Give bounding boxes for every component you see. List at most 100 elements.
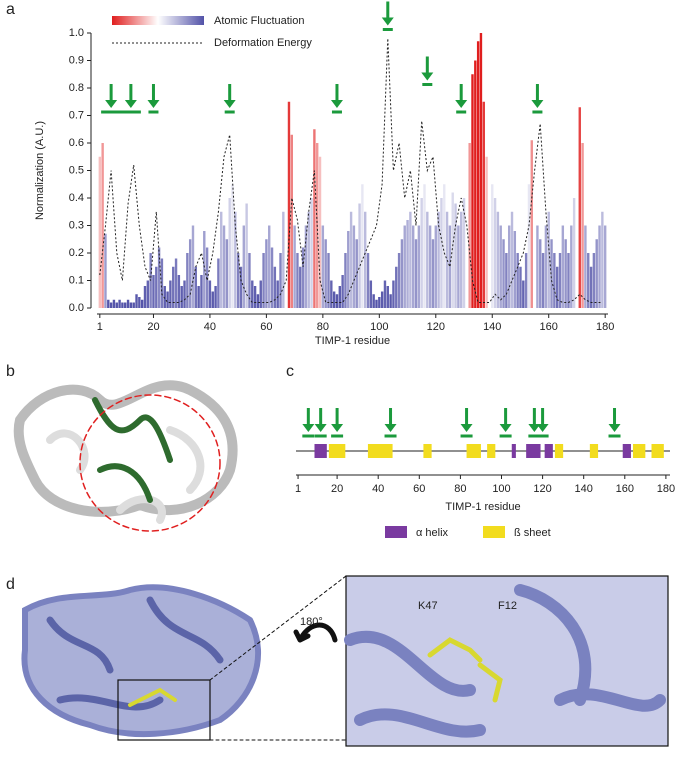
- bar: [180, 286, 183, 308]
- x-tick-label: 160: [540, 321, 558, 333]
- bar: [299, 266, 302, 308]
- x-tick-label: 120: [427, 321, 445, 333]
- bar: [471, 74, 474, 308]
- bar: [361, 184, 364, 308]
- bar: [234, 211, 237, 308]
- marker-arrow: [147, 84, 160, 114]
- bar: [220, 211, 223, 308]
- bar: [327, 253, 330, 308]
- bar: [505, 253, 508, 308]
- bar: [575, 170, 579, 308]
- bar: [558, 253, 562, 308]
- bar: [330, 280, 333, 308]
- bar: [595, 239, 598, 308]
- bar: [411, 225, 415, 308]
- bar: [290, 134, 294, 308]
- bar: [352, 225, 356, 308]
- bar: [440, 198, 443, 308]
- bar: [222, 225, 226, 308]
- bar: [324, 239, 327, 308]
- bar: [603, 225, 607, 308]
- y-tick-label: 0.5: [69, 164, 84, 176]
- marker-arrow: [531, 84, 544, 114]
- bar: [530, 140, 533, 308]
- marker-arrow: [421, 56, 434, 86]
- bar: [589, 266, 593, 308]
- bar: [287, 101, 291, 308]
- bar: [414, 239, 418, 308]
- y-axis-title: Normalization (A.U.): [34, 121, 46, 220]
- bar: [293, 225, 296, 308]
- bar: [138, 297, 141, 308]
- y-tick-label: 0.0: [69, 302, 84, 314]
- bar: [465, 170, 469, 308]
- arrow-head: [384, 424, 397, 432]
- x-axis-title: TIMP-1 residue: [315, 335, 390, 347]
- bar: [101, 143, 104, 308]
- bar: [454, 203, 457, 308]
- x-tick-label: 100: [370, 321, 388, 333]
- bar: [163, 286, 166, 308]
- bar: [310, 198, 313, 308]
- bar: [183, 280, 186, 308]
- marker-arrow: [302, 408, 315, 438]
- bar: [431, 239, 435, 308]
- bar: [104, 233, 107, 308]
- y-tick-label: 0.6: [69, 137, 84, 149]
- bar: [132, 302, 135, 308]
- x-tick-label: 100: [492, 483, 510, 495]
- y-tick-label: 0.7: [69, 109, 84, 121]
- bar: [197, 286, 200, 308]
- marker-arrow: [384, 408, 397, 438]
- arrow-head: [460, 424, 473, 432]
- bar: [423, 184, 426, 308]
- arrow-head: [302, 424, 315, 432]
- bar: [601, 211, 604, 308]
- structure-d: [21, 575, 669, 747]
- bar: [341, 275, 344, 308]
- structure-block: [633, 444, 646, 458]
- bar: [217, 258, 220, 308]
- bar: [140, 299, 144, 308]
- bar: [115, 302, 118, 308]
- bar: [555, 266, 559, 308]
- bar: [539, 239, 542, 308]
- bar: [392, 280, 395, 308]
- structure-block: [554, 444, 564, 458]
- bar: [214, 286, 217, 308]
- legend-label: Atomic Fluctuation: [214, 15, 304, 27]
- y-tick-label: 0.1: [69, 274, 84, 286]
- y-tick-label: 0.4: [69, 192, 84, 204]
- bar: [239, 266, 243, 308]
- bar: [253, 286, 257, 308]
- structure-block: [328, 444, 346, 458]
- panel-label: c: [286, 363, 294, 380]
- arrow-head: [499, 424, 512, 432]
- legend-swatch: [483, 526, 505, 538]
- marker-arrow: [331, 408, 344, 438]
- marker-arrow: [499, 408, 512, 438]
- bar: [109, 302, 113, 308]
- bar: [417, 225, 421, 308]
- bar: [279, 253, 282, 308]
- marker-arrow: [536, 408, 549, 438]
- bar: [451, 192, 454, 308]
- bar: [318, 156, 322, 308]
- bar: [572, 198, 576, 308]
- marker-arrow: [101, 84, 122, 114]
- bar: [437, 211, 440, 308]
- bar: [174, 258, 178, 308]
- bar: [256, 294, 260, 308]
- bar: [409, 211, 412, 308]
- bar: [248, 253, 251, 308]
- bar: [386, 286, 389, 308]
- residue-label: K47: [418, 600, 438, 612]
- x-tick-label: 80: [317, 321, 329, 333]
- x-tick-label: 140: [483, 321, 501, 333]
- bar: [188, 239, 192, 308]
- y-tick-label: 0.3: [69, 219, 84, 231]
- bar: [112, 299, 116, 308]
- legend-swatch: [112, 16, 204, 25]
- bar: [592, 253, 596, 308]
- bar: [544, 225, 548, 308]
